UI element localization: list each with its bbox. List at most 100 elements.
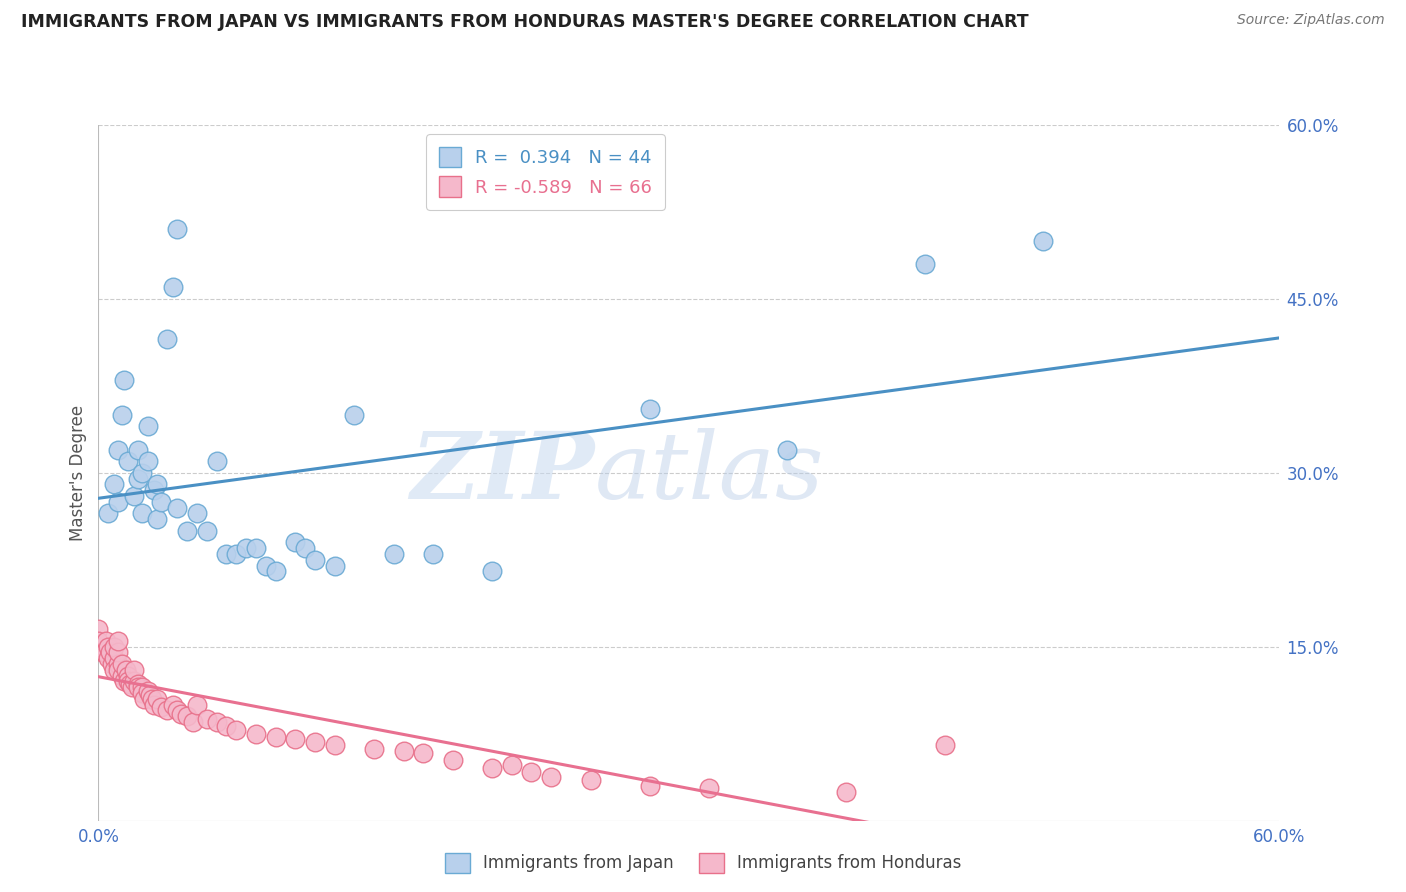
Point [166,222,188,236]
Point [97,651,120,665]
Point [127,471,149,485]
Point [205,715,228,730]
Point [107,657,129,671]
Point [150,700,173,714]
Point [107,633,129,648]
Point [162,698,184,712]
Point [146,512,169,526]
Point [235,541,257,555]
Point [136,419,159,434]
Point [150,494,173,508]
Point [205,454,228,468]
Point [142,698,165,712]
Point [520,764,543,779]
Point [107,663,129,677]
Point [93,646,115,660]
Point [131,680,153,694]
Point [122,489,145,503]
Point [107,646,129,660]
Point [98,646,121,660]
Text: IMMIGRANTS FROM JAPAN VS IMMIGRANTS FROM HONDURAS MASTER'S DEGREE CORRELATION CH: IMMIGRANTS FROM JAPAN VS IMMIGRANTS FROM… [21,13,1029,31]
Point [776,442,799,457]
Point [156,332,179,346]
Point [323,739,346,753]
Point [392,744,415,758]
Point [97,506,120,520]
Point [103,477,125,491]
Point [131,506,153,520]
Point [141,692,163,706]
Point [1032,234,1054,248]
Point [162,280,184,294]
Point [122,674,145,689]
Point [136,454,159,468]
Point [697,781,720,796]
Point [481,564,503,578]
Point [304,735,326,749]
Point [186,698,208,712]
Point [107,442,129,457]
Point [245,726,267,740]
Y-axis label: Master's Degree: Master's Degree [69,405,87,541]
Point [441,753,464,767]
Point [215,718,238,732]
Point [111,408,134,422]
Point [156,703,179,717]
Point [284,535,307,549]
Point [103,651,125,665]
Point [111,669,134,683]
Point [127,442,149,457]
Point [264,730,287,744]
Point [127,677,149,691]
Point [117,454,139,468]
Point [225,723,247,738]
Point [111,657,134,671]
Point [117,669,139,683]
Point [112,674,135,689]
Point [481,761,503,775]
Text: ZIP: ZIP [411,428,595,517]
Point [117,674,139,689]
Point [363,741,385,756]
Point [91,646,114,660]
Point [166,500,188,515]
Point [146,477,169,491]
Point [136,683,159,698]
Point [121,680,143,694]
Point [107,494,129,508]
Point [382,547,405,561]
Text: Source: ZipAtlas.com: Source: ZipAtlas.com [1237,13,1385,28]
Point [103,640,125,654]
Point [127,680,149,694]
Point [501,758,523,772]
Legend: Immigrants from Japan, Immigrants from Honduras: Immigrants from Japan, Immigrants from H… [439,847,967,880]
Point [835,785,858,799]
Point [284,732,307,747]
Text: atlas: atlas [595,428,824,517]
Legend: R =  0.394   N = 44, R = -0.589   N = 66: R = 0.394 N = 44, R = -0.589 N = 66 [426,134,665,210]
Point [264,564,287,578]
Point [103,663,125,677]
Point [96,633,118,648]
Point [579,772,602,788]
Point [323,558,346,573]
Point [914,257,936,271]
Point [176,709,198,723]
Point [87,633,110,648]
Point [166,703,188,717]
Point [131,466,153,480]
Point [343,408,366,422]
Point [181,715,204,730]
Point [101,657,124,671]
Point [422,547,444,561]
Point [294,541,316,555]
Point [112,373,135,387]
Point [118,677,141,691]
Point [122,663,145,677]
Point [87,623,110,637]
Point [638,779,661,793]
Point [132,692,155,706]
Point [304,552,326,567]
Point [176,524,198,538]
Point [195,524,218,538]
